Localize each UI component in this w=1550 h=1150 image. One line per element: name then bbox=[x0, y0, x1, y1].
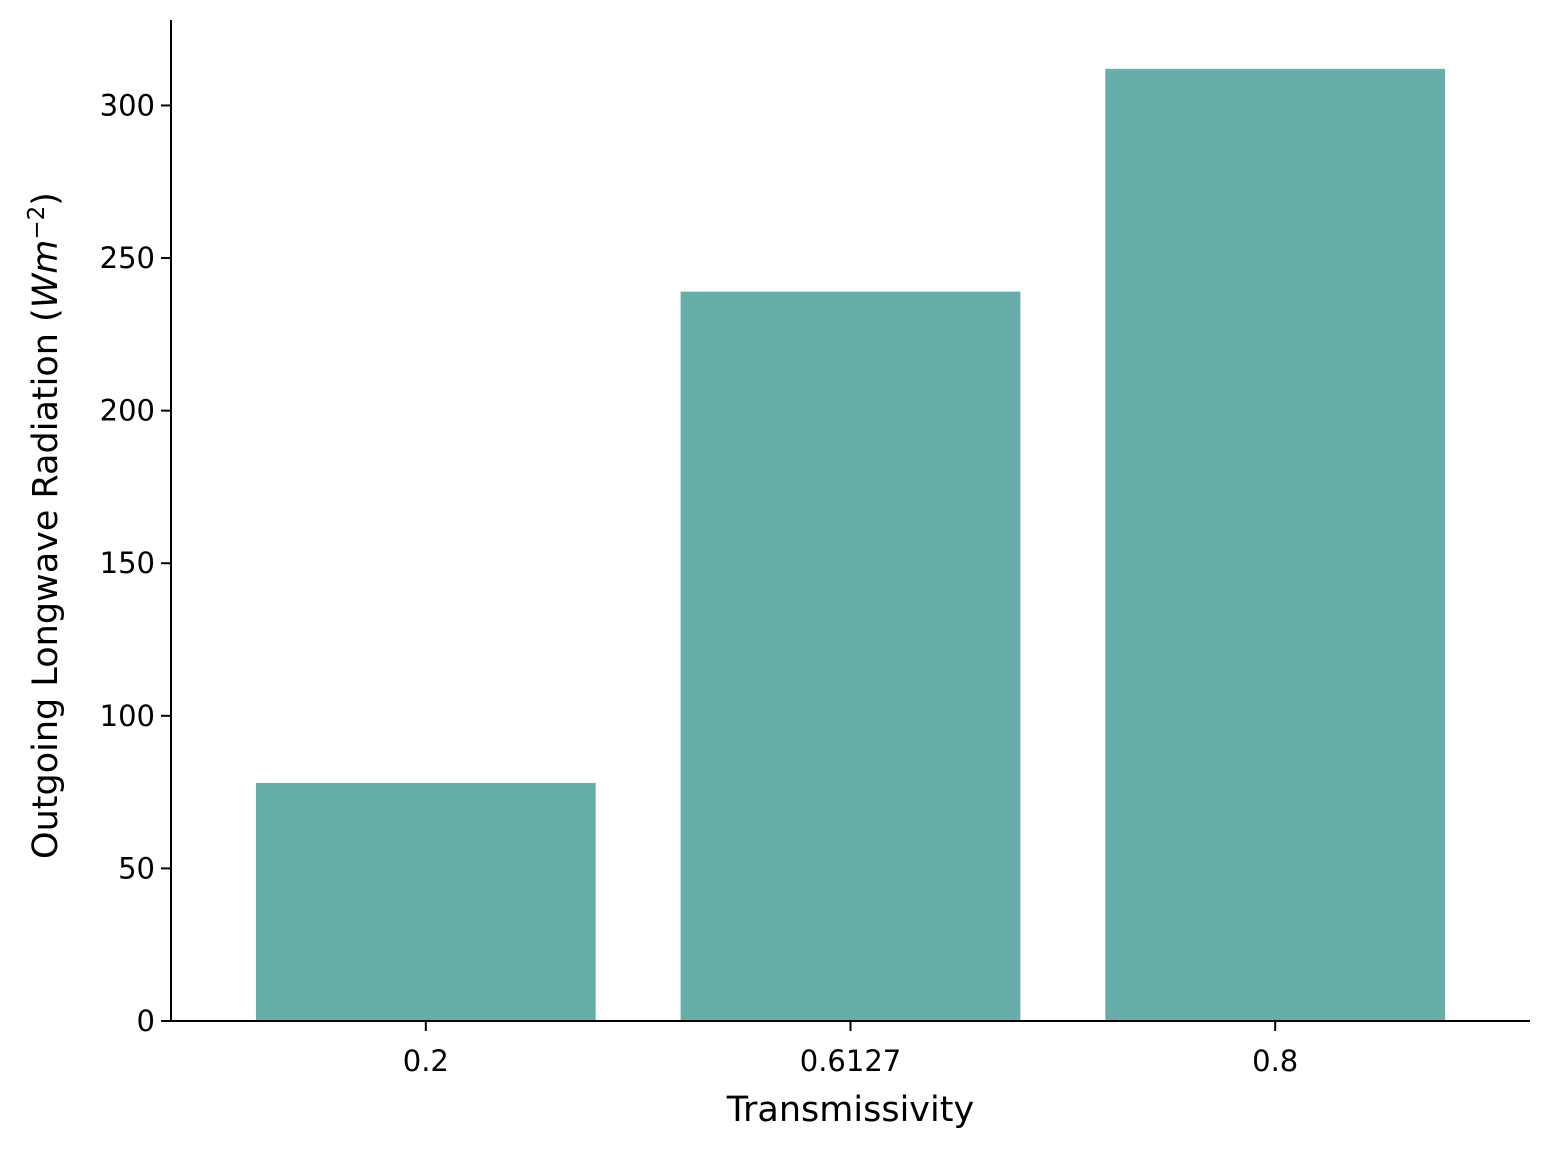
y-axis-title-unit: Wm bbox=[26, 240, 66, 309]
y-axis-title: Outgoing Longwave Radiation (Wm−2) bbox=[24, 192, 66, 859]
y-tick-label: 0 bbox=[137, 1004, 155, 1038]
y-tick-label: 150 bbox=[100, 546, 155, 580]
y-tick-label: 250 bbox=[100, 241, 155, 275]
y-axis-title-unit-exponent: −2 bbox=[24, 206, 50, 240]
x-tick-label: 0.6127 bbox=[800, 1044, 901, 1078]
y-tick-label: 200 bbox=[100, 394, 155, 428]
bars-layer bbox=[255, 68, 1446, 1021]
bar-0.6127 bbox=[680, 291, 1021, 1021]
y-axis-title-text: Outgoing Longwave Radiation ( bbox=[26, 308, 66, 859]
x-axis-ticks: 0.2 0.6127 0.8 bbox=[403, 1021, 1298, 1078]
y-axis-ticks: 0 50 100 150 200 250 300 bbox=[100, 88, 171, 1038]
x-tick-label: 0.8 bbox=[1252, 1044, 1298, 1078]
y-tick-label: 300 bbox=[100, 88, 155, 122]
bar-0.2 bbox=[255, 782, 596, 1021]
x-axis-title: Transmissivity bbox=[726, 1090, 974, 1130]
y-tick-label: 100 bbox=[100, 699, 155, 733]
y-tick-label: 50 bbox=[118, 851, 155, 885]
bar-0.8 bbox=[1105, 68, 1446, 1021]
x-tick-label: 0.2 bbox=[403, 1044, 449, 1078]
y-axis-title-close: ) bbox=[26, 192, 66, 206]
